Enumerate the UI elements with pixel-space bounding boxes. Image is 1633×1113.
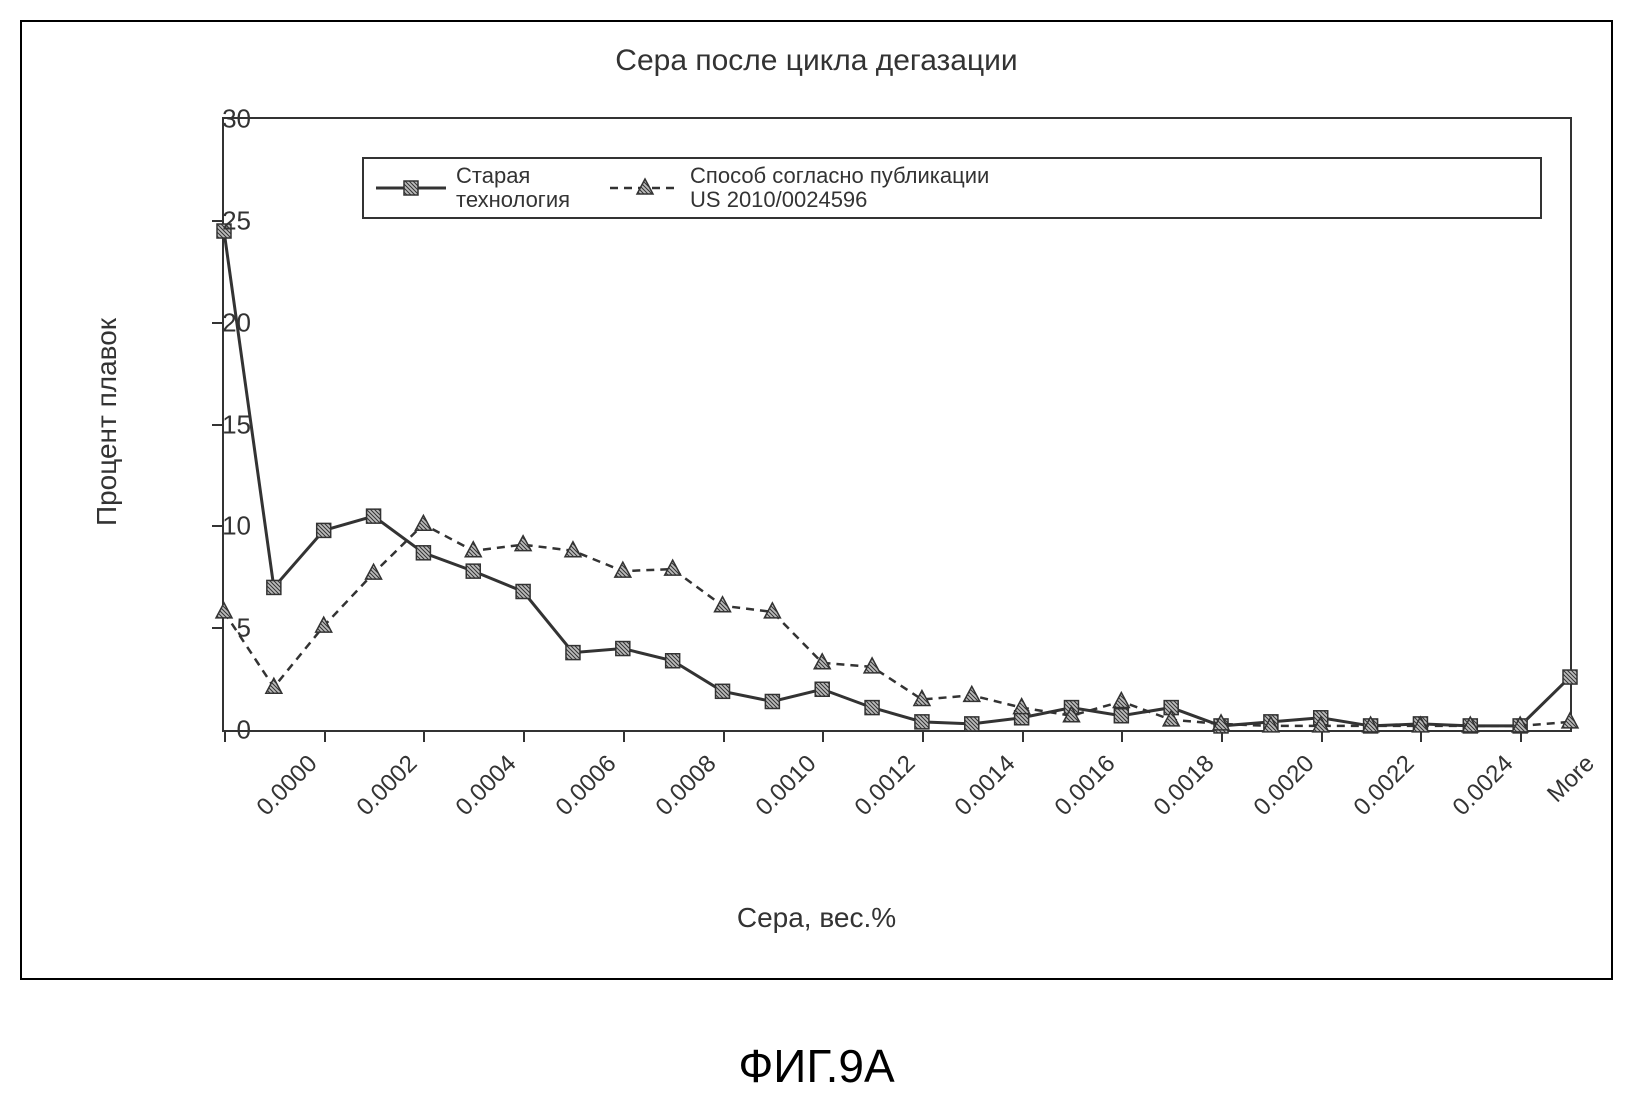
series-marker [1113,692,1129,707]
series-marker [1114,709,1128,723]
x-tick-mark [224,732,226,742]
series-marker [1562,713,1578,728]
x-tick-mark [922,732,924,742]
legend-item: Способ согласно публикацииUS 2010/002459… [610,164,989,212]
series-marker [1014,699,1030,714]
series-marker [416,546,430,560]
legend-sample [376,176,446,200]
x-tick-label: 0.0020 [1249,750,1321,822]
series-marker [415,515,431,530]
series-marker [316,617,332,632]
legend-item: Стараятехнология [376,164,570,212]
x-tick-mark [1520,732,1522,742]
x-tick-mark [523,732,525,742]
series-marker [566,646,580,660]
chart-title: Сера после цикла дегазации [22,44,1611,78]
legend: Стараятехнология Способ согласно публикац… [362,157,1542,219]
x-tick-mark [324,732,326,742]
series-line [224,231,1570,726]
series-marker [716,684,730,698]
series-marker [516,585,530,599]
x-tick-label: 0.0000 [252,750,324,822]
x-tick-mark [1022,732,1024,742]
series-marker [715,597,731,612]
series-marker [815,682,829,696]
series-marker [616,642,630,656]
legend-sample [610,176,680,200]
y-tick-label: 0 [211,715,251,746]
x-tick-label: 0.0008 [650,750,722,822]
series-marker [965,717,979,731]
x-tick-mark [1321,732,1323,742]
series-marker [765,694,779,708]
series-marker [666,654,680,668]
y-axis-label: Процент плавок [91,318,123,526]
series-marker [865,701,879,715]
series-marker [317,523,331,537]
legend-label: Способ согласно публикацииUS 2010/002459… [690,164,989,212]
x-tick-label: 0.0014 [949,750,1021,822]
x-tick-label: 0.0024 [1448,750,1520,822]
y-tick-mark [212,424,222,426]
series-marker [367,509,381,523]
x-tick-mark [723,732,725,742]
x-tick-label: 0.0016 [1049,750,1121,822]
series-marker [515,536,531,551]
x-tick-label: 0.0010 [750,750,822,822]
y-tick-mark [212,322,222,324]
x-tick-label: 0.0002 [351,750,423,822]
x-tick-label: More [1542,750,1600,808]
y-tick-label: 30 [211,104,251,135]
x-tick-mark [1221,732,1223,742]
series-marker [615,562,631,577]
x-tick-label: 0.0022 [1348,750,1420,822]
series-marker [466,564,480,578]
x-tick-mark [423,732,425,742]
x-tick-mark [822,732,824,742]
x-tick-label: 0.0006 [551,750,623,822]
x-tick-label: 0.0018 [1149,750,1221,822]
x-tick-mark [1420,732,1422,742]
outer-frame: Сера после цикла дегазации Процент плаво… [20,20,1613,980]
series-marker [267,580,281,594]
y-tick-mark [212,627,222,629]
x-tick-mark [1121,732,1123,742]
series-marker [915,715,929,729]
series-marker [665,560,681,575]
y-tick-mark [212,525,222,527]
page: Сера после цикла дегазации Процент плаво… [0,0,1633,1113]
x-tick-mark [623,732,625,742]
series-marker [366,564,382,579]
series-marker [1563,670,1577,684]
legend-label: Стараятехнология [456,164,570,212]
x-tick-label: 0.0004 [451,750,523,822]
series-marker [465,542,481,557]
x-axis-label: Сера, вес.% [22,902,1611,934]
x-tick-label: 0.0012 [850,750,922,822]
series-marker [964,686,980,701]
figure-caption: ФИГ.9A [0,1039,1633,1093]
y-tick-mark [212,220,222,222]
